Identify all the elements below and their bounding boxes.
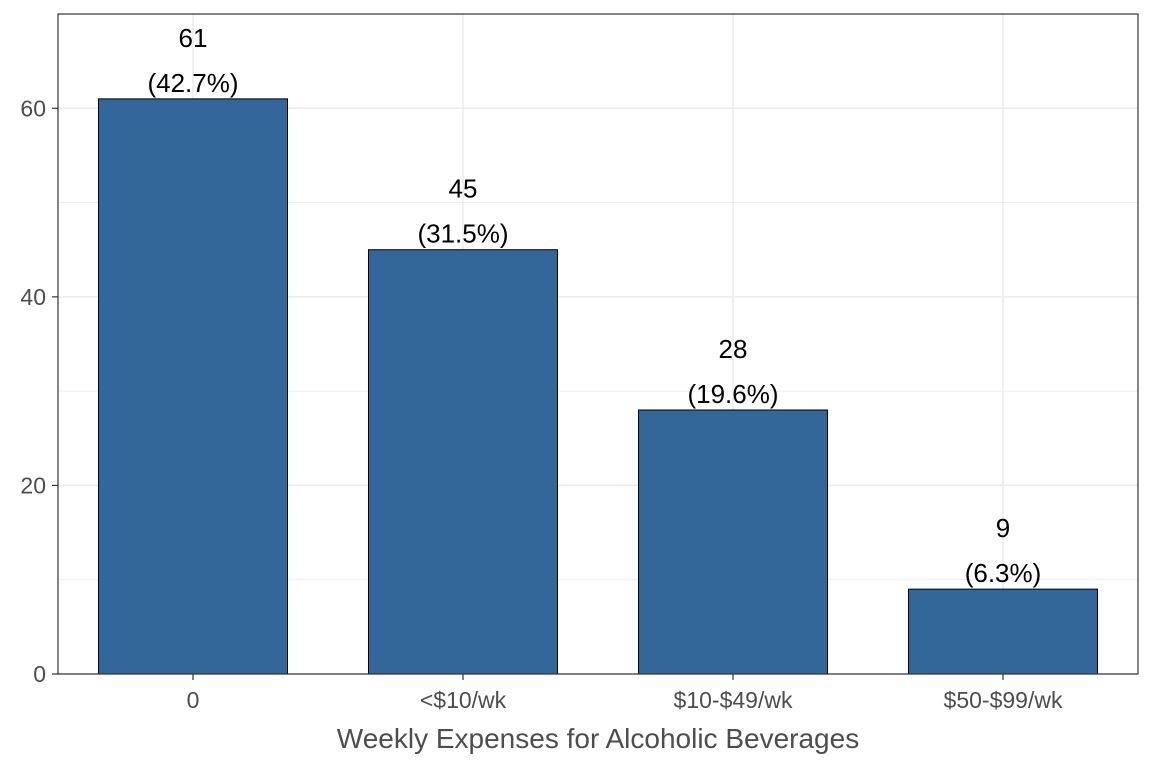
x-tick-label: $50-$99/wk	[944, 687, 1063, 713]
data-label-percent: (42.7%)	[147, 68, 238, 98]
y-tick-label: 20	[20, 472, 46, 498]
x-axis-title: Weekly Expenses for Alcoholic Beverages	[337, 723, 859, 754]
bar	[638, 409, 828, 675]
x-tick-label: <$10/wk	[420, 687, 507, 713]
data-labels: 61 (42.7%) 45 (31.5%) 28 (19.6%) 9 (6.3%)	[147, 23, 1041, 588]
y-tick-label: 40	[20, 284, 46, 310]
bar	[98, 98, 288, 675]
y-tick-label: 60	[20, 95, 46, 121]
x-tick-label: 0	[187, 687, 200, 713]
x-axis: 0 <$10/wk $10-$49/wk $50-$99/wk	[187, 674, 1063, 713]
data-label-percent: (6.3%)	[965, 558, 1042, 588]
bar	[368, 249, 558, 675]
y-tick-label: 0	[33, 661, 46, 687]
data-label-count: 28	[719, 334, 748, 364]
y-axis: 0 20 40 60	[20, 95, 58, 687]
data-label-count: 45	[449, 174, 478, 204]
panel-border	[57, 13, 1139, 675]
data-label-percent: (31.5%)	[417, 219, 508, 249]
bar	[908, 588, 1098, 675]
bars	[98, 98, 1098, 675]
data-label-count: 9	[996, 513, 1010, 543]
data-label-percent: (19.6%)	[687, 379, 778, 409]
x-tick-label: $10-$49/wk	[674, 687, 793, 713]
data-label-count: 61	[179, 23, 208, 53]
